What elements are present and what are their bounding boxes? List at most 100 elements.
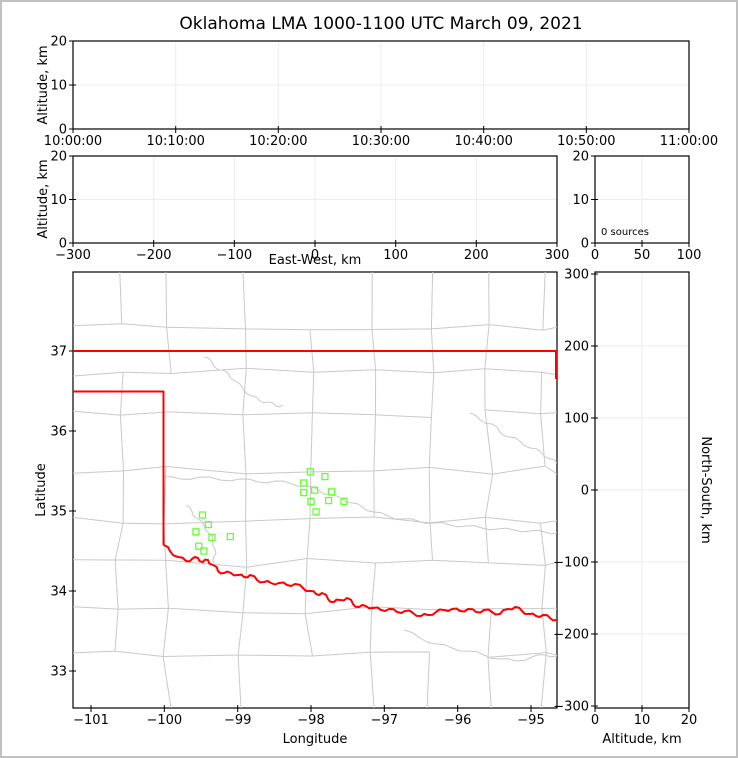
gridlines <box>74 42 688 128</box>
lma-source-point <box>200 547 208 555</box>
panel-plan_view_map: −101 −100 −99 −98 −97 −96 −95 33 34 35 36 37 <box>50 271 558 729</box>
axes-border <box>72 271 558 709</box>
panel-ew_height: −300 −200 −100 0 100 200 300 0 10 20 <box>50 150 569 264</box>
tick-labels: 0 10 20 300 200 100 0 −100 −200 −300 <box>553 268 697 729</box>
tick-label: 0 <box>581 237 589 252</box>
tick-label: −300 <box>55 248 91 263</box>
lma-source-point <box>300 488 308 497</box>
tick-label: 0 <box>591 713 599 728</box>
tick-label: 20 <box>681 713 698 728</box>
panel-ns_height: 0 10 20 300 200 100 0 −100 −200 −300 <box>553 268 697 729</box>
tick-label: 10 <box>50 193 67 208</box>
tick-label: −100 <box>216 248 252 263</box>
tick-label: −95 <box>517 713 544 728</box>
tick-marks <box>591 273 690 712</box>
lma-source-point <box>321 472 329 481</box>
tick-label: 10:10:00 <box>147 134 205 149</box>
tick-label: 10:50:00 <box>557 134 615 149</box>
tick-label: 34 <box>50 585 67 600</box>
lma-source-point <box>208 533 216 542</box>
figure-title: Oklahoma LMA 1000-1100 UTC March 09, 202… <box>179 14 582 34</box>
tick-label: 300 <box>545 248 570 263</box>
tick-label: 10 <box>50 79 67 94</box>
map-layer <box>73 272 557 708</box>
gridlines <box>596 157 688 242</box>
tick-label: 36 <box>50 425 67 440</box>
lma-source-point <box>300 479 308 487</box>
tick-label: 35 <box>50 505 67 520</box>
tick-label: 37 <box>50 345 67 360</box>
tick-label: 50 <box>634 248 651 263</box>
tick-label: 0 <box>59 237 67 252</box>
tick-label: −100 <box>146 713 182 728</box>
tick-labels: −101 −100 −99 −98 −97 −96 −95 33 34 35 36 37 <box>50 345 544 729</box>
rivers <box>162 356 557 662</box>
lma-sources <box>192 468 348 555</box>
tick-label: 11:00:00 <box>660 134 718 149</box>
oklahoma-state-border <box>73 350 557 622</box>
tick-label: 200 <box>564 340 589 355</box>
tick-label: 0 <box>591 248 599 263</box>
lma-source-point <box>324 496 333 505</box>
county-borders <box>73 272 557 708</box>
tick-label: 200 <box>464 248 489 263</box>
tick-marks <box>69 350 532 712</box>
tick-marks <box>69 40 690 133</box>
tick-label: 100 <box>564 412 589 427</box>
tick-label: 20 <box>50 150 67 165</box>
lma-source-point <box>306 468 314 476</box>
tick-label: 10:30:00 <box>352 134 410 149</box>
lma-source-point <box>192 528 200 536</box>
lma-source-point <box>311 486 319 494</box>
tick-label: 10:00:00 <box>44 134 102 149</box>
tick-label: 33 <box>50 665 67 680</box>
tick-label: −99 <box>224 713 251 728</box>
tick-label: −100 <box>553 556 589 571</box>
panel-time_height: 10:00:00 10:10:00 10:20:00 10:30:00 10:40:00… <box>44 35 718 150</box>
tick-labels: 10:00:00 10:10:00 10:20:00 10:30:00 10:40:00… <box>44 35 718 150</box>
lma-source-point <box>307 497 315 506</box>
tick-label: 300 <box>564 268 589 283</box>
tick-label: 0 <box>311 248 319 263</box>
map-xlabel: Longitude <box>283 732 348 747</box>
ns-height-xlabel: Altitude, km <box>602 732 681 747</box>
tick-label: −101 <box>73 713 109 728</box>
tick-label: −200 <box>136 248 172 263</box>
lma-source-point <box>198 511 207 519</box>
lma-source-point <box>327 488 336 496</box>
tick-label: −200 <box>553 628 589 643</box>
lma-source-point <box>226 532 234 541</box>
tick-marks <box>591 155 690 247</box>
tick-labels: −300 −200 −100 0 100 200 300 0 10 20 <box>50 150 569 264</box>
lma-source-point <box>340 497 348 506</box>
tick-label: 10:40:00 <box>455 134 513 149</box>
tick-labels: 0 50 100 0 10 20 <box>572 150 701 264</box>
lma-source-point <box>312 508 320 516</box>
tick-label: −98 <box>297 713 324 728</box>
tick-marks <box>69 155 558 247</box>
tick-label: 100 <box>383 248 408 263</box>
tick-label: −96 <box>444 713 471 728</box>
histogram-sources-annotation: 0 sources <box>601 227 649 238</box>
tick-label: 10:20:00 <box>249 134 307 149</box>
tick-label: 20 <box>572 150 589 165</box>
map-ylabel: Latitude <box>34 463 49 517</box>
ew-height-ylabel: Altitude, km <box>36 159 51 238</box>
tick-label: 10 <box>572 193 589 208</box>
ns-height-ylabel: North-South, km <box>698 436 713 543</box>
tick-label: 0 <box>581 484 589 499</box>
tick-label: 10 <box>634 713 651 728</box>
tick-label: 100 <box>677 248 702 263</box>
ew-height-xlabel: East-West, km <box>269 253 362 268</box>
time-height-ylabel: Altitude, km <box>36 45 51 124</box>
tick-label: 20 <box>50 35 67 50</box>
panel-alt_histogram: 0 50 100 0 10 20 <box>572 150 701 264</box>
tick-label: −97 <box>371 713 398 728</box>
lma-source-point <box>204 520 212 529</box>
generated-plot-graphics: 10:00:00 10:10:00 10:20:00 10:30:00 10:40:00… <box>44 35 718 729</box>
tick-label: −300 <box>553 700 589 715</box>
tick-label: 0 <box>59 123 67 138</box>
lma-source-point <box>195 542 203 550</box>
